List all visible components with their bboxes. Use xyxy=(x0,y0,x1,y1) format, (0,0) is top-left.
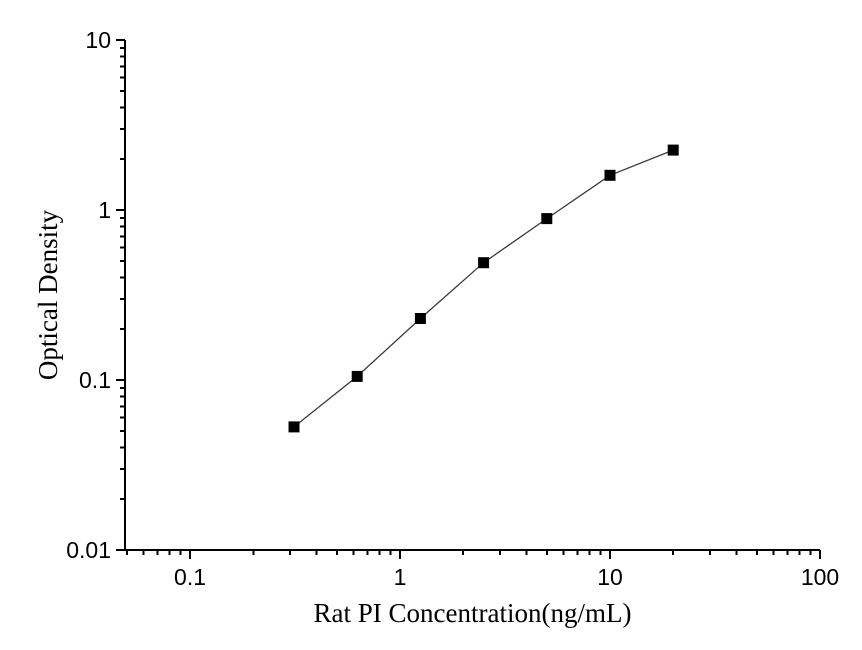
x-axis-title: Rat PI Concentration(ng/mL) xyxy=(314,598,632,628)
y-tick-label: 0.1 xyxy=(79,367,111,393)
data-point-marker xyxy=(541,213,553,225)
data-point-marker xyxy=(478,257,490,269)
axes xyxy=(124,40,820,551)
data-point-marker xyxy=(288,421,300,433)
y-axis-ticks xyxy=(116,39,125,551)
data-point-marker xyxy=(604,169,616,181)
x-tick-label: 10 xyxy=(597,564,623,590)
series-markers xyxy=(288,144,679,433)
y-tick-label: 0.01 xyxy=(66,537,111,563)
x-tick-label: 1 xyxy=(394,564,407,590)
series-line xyxy=(293,149,674,428)
y-tick-label: 1 xyxy=(98,197,111,223)
y-axis-title: Optical Density xyxy=(33,209,63,380)
x-axis-ticks xyxy=(125,550,821,559)
y-tick-label: 10 xyxy=(85,27,111,53)
data-point-marker xyxy=(414,313,426,324)
x-tick-label: 0.1 xyxy=(174,564,206,590)
x-tick-label: 100 xyxy=(801,564,839,590)
data-point-marker xyxy=(351,370,363,382)
data-point-marker xyxy=(667,144,679,156)
